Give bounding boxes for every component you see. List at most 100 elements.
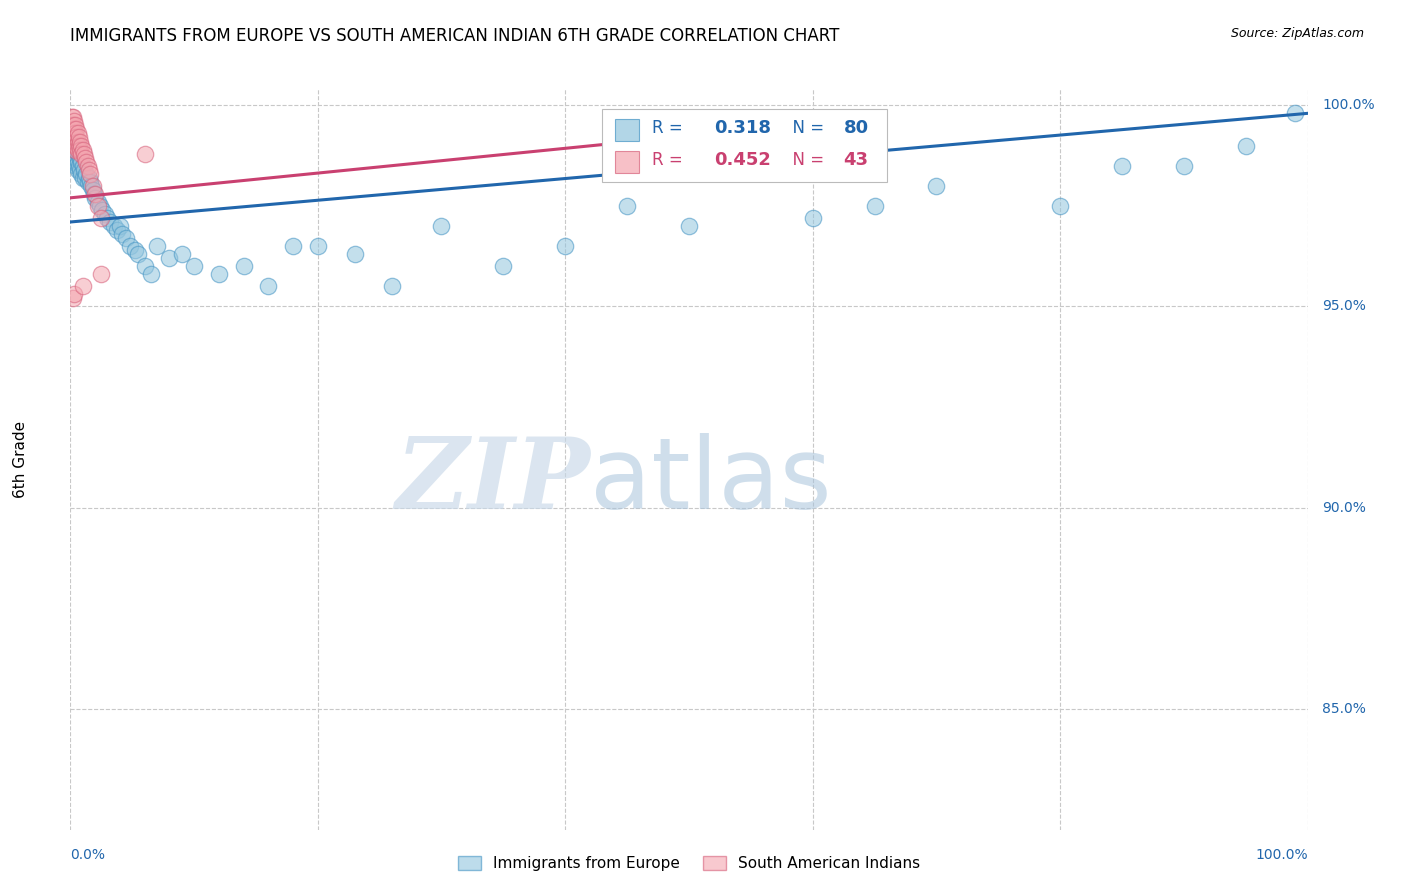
Point: [65, 146, 87, 161]
Point: [65, 127, 87, 141]
Point: [94, 207, 117, 221]
Point: [127, 247, 149, 261]
Point: [63, 151, 86, 165]
Point: [91, 202, 114, 217]
Point: [60, 111, 83, 125]
Point: [66, 146, 89, 161]
Point: [67, 138, 90, 153]
Point: [62, 119, 84, 133]
Point: [170, 247, 193, 261]
Point: [281, 239, 304, 253]
Point: [72, 159, 94, 173]
Text: 0.318: 0.318: [714, 119, 770, 136]
Point: [678, 219, 700, 233]
FancyBboxPatch shape: [614, 119, 640, 141]
Point: [69, 151, 91, 165]
Point: [66, 154, 89, 169]
Point: [75, 170, 97, 185]
Point: [62, 138, 84, 153]
Text: Source: ZipAtlas.com: Source: ZipAtlas.com: [1230, 27, 1364, 40]
Text: 0.452: 0.452: [714, 151, 770, 169]
Point: [103, 219, 125, 233]
Point: [69, 143, 91, 157]
Point: [73, 146, 96, 161]
Point: [430, 219, 453, 233]
Point: [69, 135, 91, 149]
Point: [70, 138, 93, 153]
Point: [863, 199, 886, 213]
Text: N =: N =: [782, 151, 830, 169]
Point: [65, 135, 87, 149]
Point: [84, 191, 107, 205]
Point: [492, 259, 515, 273]
Point: [62, 154, 84, 169]
Point: [63, 138, 86, 153]
Point: [208, 268, 231, 282]
Point: [96, 211, 118, 225]
Point: [62, 127, 84, 141]
Point: [66, 143, 89, 157]
Point: [115, 231, 138, 245]
Point: [79, 175, 101, 189]
Point: [801, 211, 824, 225]
Text: 90.0%: 90.0%: [1323, 500, 1367, 515]
Point: [65, 159, 87, 173]
Text: R =: R =: [652, 119, 688, 136]
Point: [65, 138, 87, 153]
Point: [60, 146, 83, 161]
Text: 100.0%: 100.0%: [1323, 98, 1375, 112]
Point: [60, 127, 83, 141]
Point: [79, 167, 101, 181]
Point: [65, 135, 87, 149]
Point: [75, 154, 97, 169]
Point: [1111, 159, 1133, 173]
FancyBboxPatch shape: [602, 109, 887, 182]
FancyBboxPatch shape: [614, 151, 640, 173]
Text: 43: 43: [844, 151, 869, 169]
Point: [86, 199, 108, 213]
Point: [65, 138, 87, 153]
Point: [139, 268, 162, 282]
Point: [554, 239, 576, 253]
Point: [80, 178, 103, 193]
Point: [75, 167, 97, 181]
Point: [1049, 199, 1071, 213]
Point: [65, 130, 87, 145]
Text: R =: R =: [652, 151, 688, 169]
Point: [70, 154, 93, 169]
Point: [111, 227, 134, 241]
Point: [157, 251, 180, 265]
Text: 95.0%: 95.0%: [1323, 300, 1367, 313]
Point: [65, 122, 87, 136]
Point: [75, 151, 97, 165]
Point: [73, 162, 96, 177]
Point: [65, 119, 87, 133]
Point: [60, 119, 83, 133]
Point: [616, 199, 638, 213]
Point: [63, 127, 86, 141]
Text: atlas: atlas: [591, 434, 831, 530]
Point: [72, 143, 94, 157]
Point: [83, 186, 105, 201]
Point: [62, 127, 84, 141]
Point: [63, 135, 86, 149]
Point: [63, 287, 86, 301]
Point: [343, 247, 366, 261]
Point: [70, 167, 93, 181]
Point: [65, 143, 87, 157]
Point: [62, 146, 84, 161]
Point: [66, 162, 89, 177]
Point: [118, 239, 141, 253]
Point: [76, 175, 98, 189]
Point: [90, 268, 112, 282]
Point: [63, 130, 86, 145]
Text: 100.0%: 100.0%: [1256, 848, 1308, 862]
Text: N =: N =: [782, 119, 830, 136]
Legend: Immigrants from Europe, South American Indians: Immigrants from Europe, South American I…: [451, 850, 927, 878]
Point: [65, 127, 87, 141]
Point: [232, 259, 254, 273]
Text: 80: 80: [844, 119, 869, 136]
Point: [82, 178, 104, 193]
Point: [72, 279, 94, 293]
Point: [89, 199, 111, 213]
